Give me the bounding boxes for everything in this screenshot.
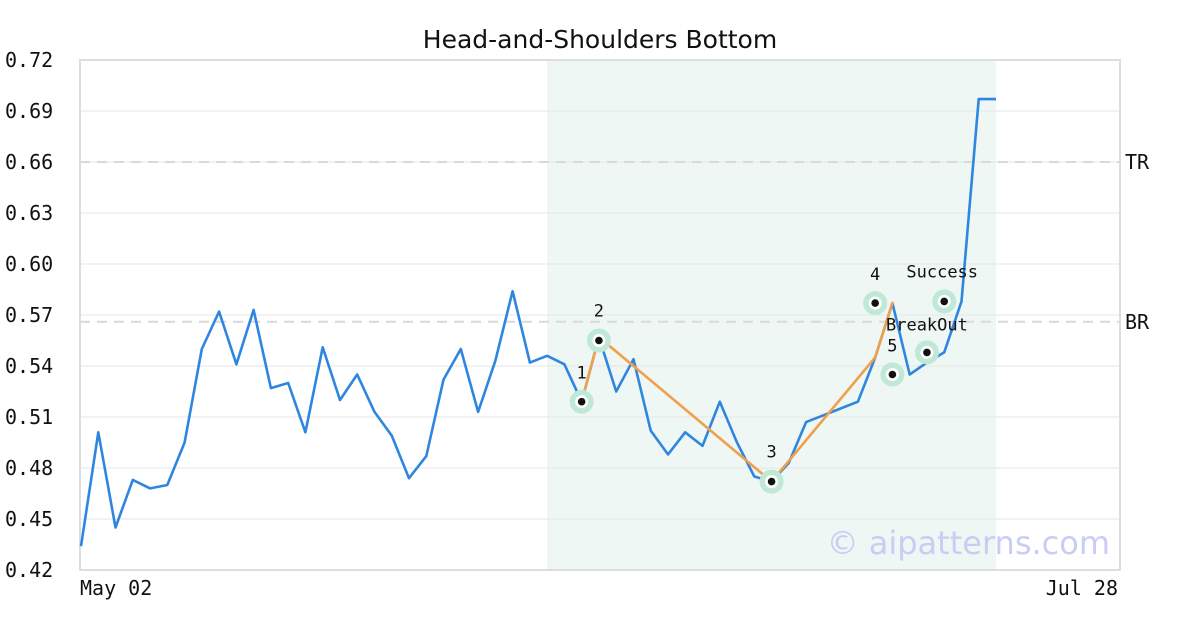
- y-tick-label: 0.48: [5, 456, 53, 480]
- pattern-point-dot: [888, 370, 897, 379]
- y-tick-label: 0.42: [5, 558, 53, 582]
- chart-title: Head-and-Shoulders Bottom: [423, 25, 777, 54]
- watermark: © aipatterns.com: [827, 524, 1110, 562]
- plot-frame: [79, 59, 1121, 571]
- x-tick-end: Jul 28: [1046, 576, 1118, 600]
- pattern-point-label: 2: [594, 302, 604, 322]
- pattern-point-label: 1: [577, 364, 587, 384]
- pattern-point-label: 3: [766, 443, 776, 463]
- pattern-point-dot: [871, 299, 879, 307]
- x-tick-start: May 02: [80, 576, 152, 600]
- pattern-point-dot: [767, 477, 776, 486]
- pattern-leg: [770, 356, 877, 483]
- pattern-point-label: 4: [870, 265, 880, 285]
- y-tick-label: 0.51: [5, 405, 53, 429]
- pattern-leg: [597, 335, 773, 483]
- event-point-dot: [923, 348, 931, 357]
- pattern-point-dot: [595, 336, 603, 345]
- event-label: BreakOut: [886, 315, 968, 335]
- event-label: Success: [906, 262, 978, 282]
- event-point-dot: [940, 297, 949, 306]
- y-tick-label: 0.72: [5, 48, 53, 72]
- y-tick-label: 0.60: [5, 252, 53, 276]
- price-levels: TR BR: [80, 150, 1150, 334]
- price-line: [79, 97, 996, 547]
- level-label: BR: [1125, 310, 1150, 334]
- y-tick-label: 0.54: [5, 354, 53, 378]
- pattern-point-dot: [577, 397, 586, 406]
- pattern-point-label: 5: [887, 337, 897, 357]
- price-series: [79, 97, 996, 547]
- y-tick-label: 0.57: [5, 303, 53, 327]
- y-tick-label: 0.69: [5, 99, 53, 123]
- y-axis-ticks: 0.72 0.69 0.66 0.63 0.60 0.57 0.54 0.51 0.48 0.45…: [5, 48, 53, 582]
- pattern-leg: [873, 301, 894, 359]
- y-tick-label: 0.63: [5, 201, 53, 225]
- y-tick-label: 0.66: [5, 150, 53, 174]
- y-tick-label: 0.45: [5, 507, 53, 531]
- level-label: TR: [1125, 150, 1150, 174]
